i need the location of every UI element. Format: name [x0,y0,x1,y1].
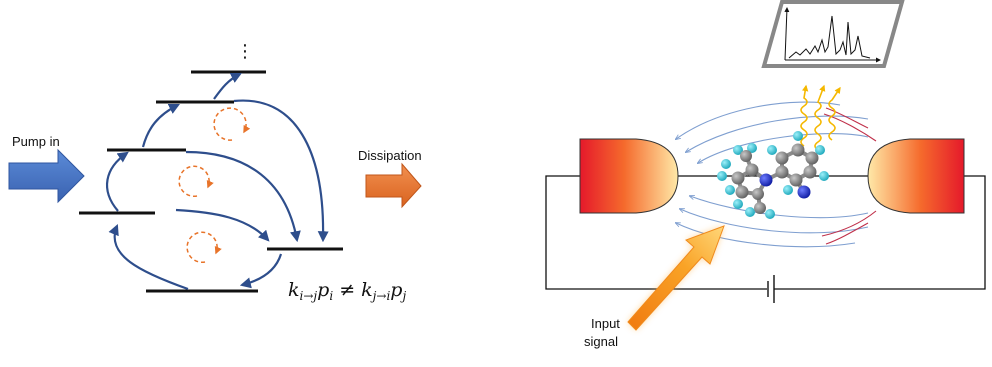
eq-p2: p [390,279,402,301]
pump-label: Pump in [12,134,60,149]
battery-icon [767,275,775,303]
eq-k1: k [288,279,300,301]
dissipation-arrow [365,162,422,209]
left-panel: Pump in Dissipation ⋮ [8,41,422,303]
eq-psub2: j [399,289,406,303]
transition-down-3 [175,208,270,242]
ellipsis-icon: ⋮ [236,41,254,62]
transition-down-4 [239,253,283,289]
cycle-icon-upper [213,107,251,141]
circuit-wire-right [774,175,986,290]
eq-k2: k [361,279,373,301]
nitrogen-atoms [752,173,811,200]
transition-up-4 [108,223,189,291]
eq-sub2: j→i [370,289,391,303]
cycle-icon-middle [178,165,214,198]
right-electrode [867,138,965,214]
spectrum-icon [761,0,905,68]
field-lines [676,101,877,248]
energy-levels [79,70,343,293]
cycle-icon-lower [186,231,222,264]
left-electrode [579,138,679,214]
transition-up-2 [141,104,180,148]
transition-down-1 [233,99,329,243]
transition-arrows [106,73,329,291]
eq-neq: ≠ [333,279,361,301]
eq-sub1: i→j [300,289,318,303]
input-signal-label-line2: signal [584,334,618,349]
transition-up-1 [106,151,129,212]
molecule-icon [717,131,829,219]
right-panel: Input signal [545,0,986,349]
input-signal-label-line1: Input [591,316,620,331]
transition-down-2 [185,150,301,243]
photon-emission-icon [800,84,841,151]
input-signal-arrow [627,225,725,331]
cycle-loops [178,107,251,264]
detailed-balance-inequality: ki→jpi ≠ kj→ipj [288,279,406,303]
pump-arrow [8,148,85,204]
hydrogen-atoms [717,131,829,219]
eq-psub1: i [329,289,333,303]
eq-p1: p [317,279,329,301]
dissipation-label: Dissipation [358,148,422,163]
carbon-atoms [731,143,819,214]
transition-up-3 [213,73,242,100]
